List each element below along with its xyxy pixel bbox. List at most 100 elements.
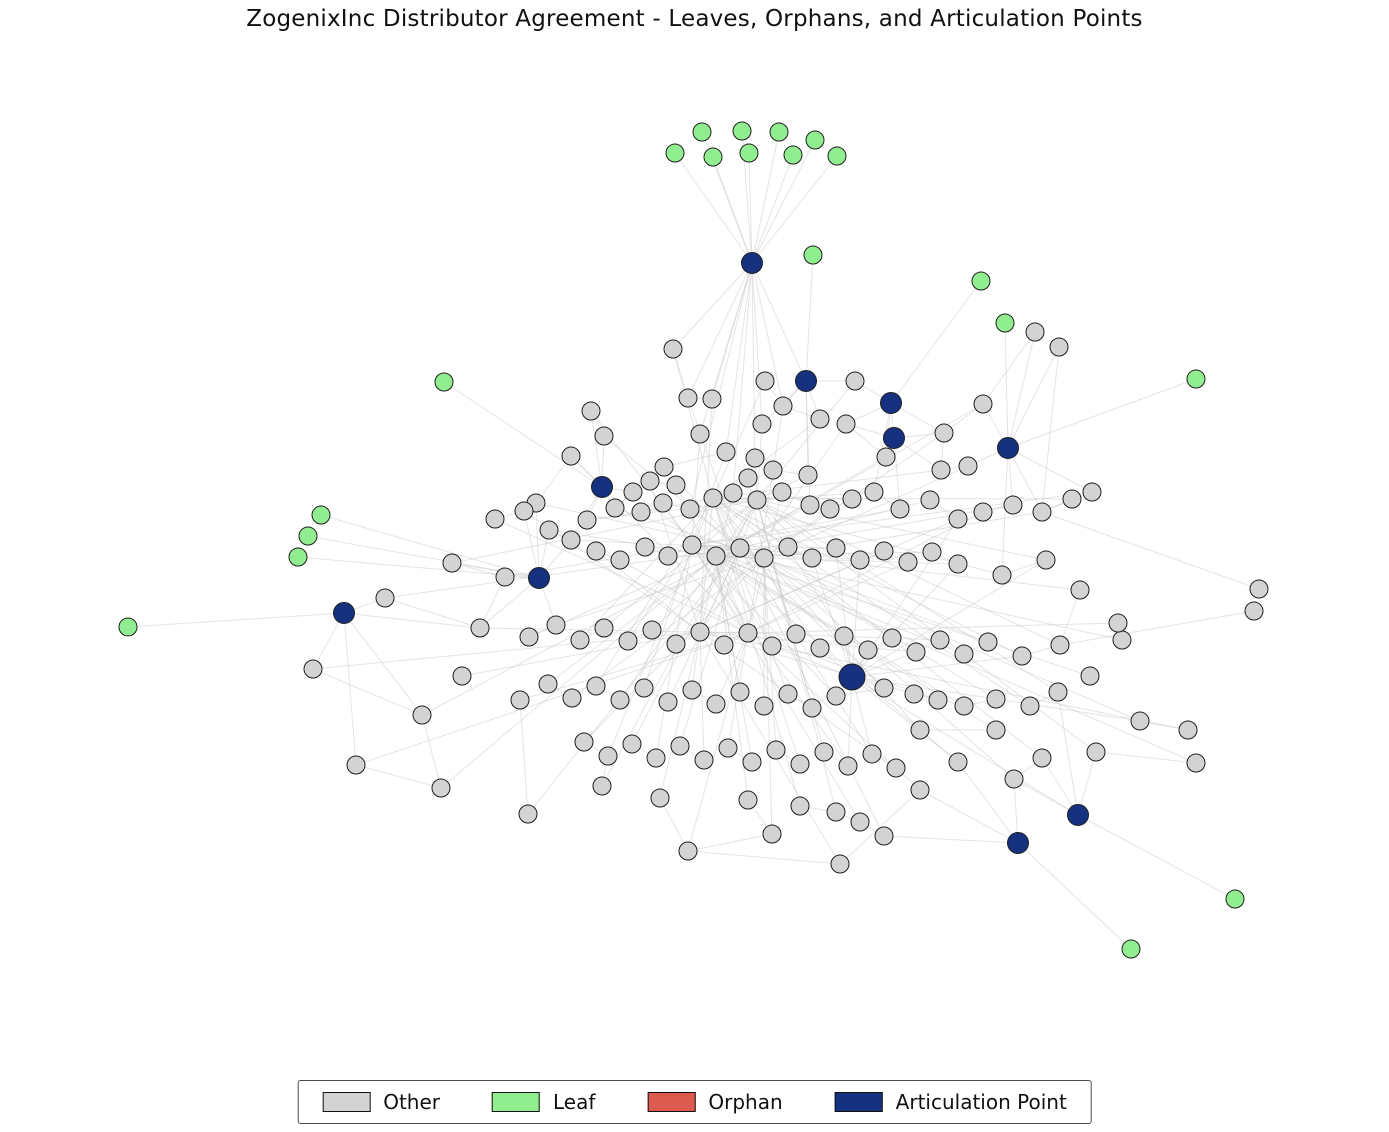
node-other xyxy=(634,678,654,698)
legend-label-leaf: Leaf xyxy=(552,1090,596,1114)
node-other xyxy=(485,509,505,529)
edge xyxy=(535,502,741,549)
edge xyxy=(674,152,753,264)
edge xyxy=(1041,757,1079,816)
edge xyxy=(451,499,758,564)
node-other xyxy=(890,499,910,519)
legend-swatch-leaf xyxy=(491,1092,540,1112)
node-other xyxy=(973,502,993,522)
node-articulation-point xyxy=(333,602,355,624)
edge xyxy=(715,555,773,647)
node-other xyxy=(790,754,810,774)
node-other xyxy=(798,465,818,485)
edge xyxy=(851,655,1023,678)
edge xyxy=(595,497,714,687)
node-articulation-point xyxy=(838,663,866,691)
node-leaf xyxy=(118,617,138,637)
node-other xyxy=(642,620,662,640)
node-other xyxy=(1025,322,1045,342)
node-other xyxy=(574,732,594,752)
edge xyxy=(627,544,693,642)
node-other xyxy=(754,548,774,568)
edge xyxy=(751,262,807,382)
node-other xyxy=(1032,748,1052,768)
edge xyxy=(644,546,717,557)
edge xyxy=(699,547,741,633)
edge xyxy=(1007,378,1197,449)
edge xyxy=(691,544,837,697)
edge xyxy=(751,131,780,264)
edge xyxy=(659,797,689,852)
node-other xyxy=(886,758,906,778)
node-other xyxy=(928,690,948,710)
node-other xyxy=(742,752,762,772)
node-other xyxy=(730,682,750,702)
node-other xyxy=(738,623,758,643)
node-leaf xyxy=(1121,939,1141,959)
node-other xyxy=(862,744,882,764)
node-other xyxy=(716,442,736,462)
node-other xyxy=(954,644,974,664)
edge xyxy=(715,555,749,634)
node-other xyxy=(864,482,884,502)
node-other xyxy=(850,812,870,832)
node-other xyxy=(954,696,974,716)
legend-item-leaf: Leaf xyxy=(491,1090,596,1114)
node-other xyxy=(495,567,515,587)
node-other xyxy=(470,618,490,638)
node-other xyxy=(546,615,566,635)
node-leaf xyxy=(971,271,991,291)
node-other xyxy=(1186,753,1206,773)
edge xyxy=(756,499,1061,646)
edge xyxy=(672,348,714,499)
edge xyxy=(715,555,753,763)
node-other xyxy=(930,630,950,650)
edge xyxy=(523,510,540,579)
node-other xyxy=(1086,742,1106,762)
edge xyxy=(763,557,1015,780)
legend-label-other: Other xyxy=(383,1090,440,1114)
node-other xyxy=(820,499,840,519)
edge xyxy=(751,155,838,264)
node-articulation-point xyxy=(528,567,550,589)
node-other xyxy=(577,510,597,530)
node-other xyxy=(778,537,798,557)
edge xyxy=(421,714,442,789)
node-articulation-point xyxy=(1067,804,1089,826)
node-other xyxy=(762,824,782,844)
node-leaf xyxy=(298,526,318,546)
edge xyxy=(494,518,749,634)
node-other xyxy=(730,538,750,558)
node-other xyxy=(874,678,894,698)
node-other xyxy=(653,493,673,513)
node-other xyxy=(518,804,538,824)
node-other xyxy=(790,796,810,816)
edge xyxy=(619,499,758,701)
legend-swatch-other xyxy=(322,1092,371,1112)
node-other xyxy=(586,676,606,696)
edge xyxy=(384,547,741,599)
edge xyxy=(805,254,814,382)
node-other xyxy=(623,482,643,502)
node-other xyxy=(738,468,758,488)
node-other xyxy=(706,694,726,714)
edge xyxy=(451,562,540,579)
edge xyxy=(1057,691,1079,816)
edge xyxy=(687,850,841,865)
node-other xyxy=(640,471,660,491)
edge xyxy=(535,502,540,579)
legend-swatch-orphan xyxy=(647,1092,696,1112)
edge xyxy=(691,544,837,549)
node-other xyxy=(920,490,940,510)
node-other xyxy=(594,426,614,446)
legend-label-orphan: Orphan xyxy=(708,1090,783,1114)
node-articulation-point xyxy=(997,437,1019,459)
node-leaf xyxy=(805,130,825,150)
edge xyxy=(443,381,603,488)
node-other xyxy=(814,742,834,762)
edge xyxy=(1077,814,1236,900)
edge xyxy=(699,631,917,653)
node-other xyxy=(690,424,710,444)
edge xyxy=(571,557,765,699)
edge xyxy=(1059,610,1255,646)
